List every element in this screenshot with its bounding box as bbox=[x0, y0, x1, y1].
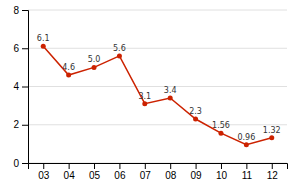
x-tick-label: 12 bbox=[267, 170, 279, 181]
y-tick-mark bbox=[22, 163, 28, 164]
x-axis-line bbox=[29, 164, 288, 170]
x-tick-mark bbox=[94, 163, 95, 169]
x-tick: 12 bbox=[267, 163, 279, 181]
x-tick-mark bbox=[145, 163, 146, 169]
x-tick-label: 10 bbox=[216, 170, 228, 181]
data-label: 6.1 bbox=[37, 34, 50, 43]
x-tick: 10 bbox=[216, 163, 228, 181]
y-tick: 4 bbox=[13, 81, 28, 92]
x-tick: 04 bbox=[64, 163, 76, 181]
x-tick: 07 bbox=[140, 163, 152, 181]
x-tick-label: 08 bbox=[165, 170, 177, 181]
x-axis: 03 04 05 06 07 08 09 10 11 12 bbox=[29, 163, 288, 181]
y-tick-label: 8 bbox=[13, 5, 19, 16]
point bbox=[66, 73, 71, 78]
y-axis-line bbox=[22, 11, 29, 164]
y-tick: 2 bbox=[13, 119, 28, 130]
x-tick-label: 09 bbox=[191, 170, 203, 181]
point bbox=[117, 53, 122, 58]
grid-line bbox=[28, 124, 287, 125]
point bbox=[168, 95, 173, 100]
grid-line bbox=[28, 86, 287, 87]
marks bbox=[41, 44, 275, 147]
data-label: 3.4 bbox=[164, 86, 177, 95]
x-tick: 03 bbox=[38, 163, 50, 181]
x-tick: 08 bbox=[165, 163, 177, 181]
y-tick-label: 0 bbox=[13, 158, 19, 169]
x-tick-label: 03 bbox=[38, 170, 50, 181]
y-tick-label: 6 bbox=[13, 43, 19, 54]
data-label: 3.1 bbox=[138, 92, 151, 101]
x-tick-mark bbox=[170, 163, 171, 169]
line bbox=[43, 46, 272, 144]
plot: 0 2 4 6 8 03 04 05 06 07 08 09 10 11 12 6.1 4.6 5.0 5.6 3.1… bbox=[13, 5, 287, 181]
y-tick-mark bbox=[22, 87, 28, 88]
x-tick-mark bbox=[43, 163, 44, 169]
x-tick-mark bbox=[246, 163, 247, 169]
data-label: 4.6 bbox=[62, 63, 75, 72]
y-tick-mark bbox=[22, 48, 28, 49]
x-tick-label: 04 bbox=[64, 170, 76, 181]
data-label: 1.56 bbox=[212, 121, 230, 130]
x-tick-label: 05 bbox=[89, 170, 101, 181]
grid-line bbox=[28, 10, 287, 11]
point bbox=[244, 142, 249, 147]
grid-line bbox=[28, 48, 287, 49]
x-tick-label: 11 bbox=[242, 170, 253, 181]
x-tick-mark bbox=[196, 163, 197, 169]
x-tick-label: 07 bbox=[140, 170, 152, 181]
data-label: 5.6 bbox=[113, 44, 126, 53]
y-axis: 0 2 4 6 8 bbox=[13, 5, 28, 169]
y-tick: 0 bbox=[13, 158, 28, 169]
data-label: 2.3 bbox=[189, 107, 202, 116]
y-tick: 6 bbox=[13, 43, 28, 54]
y-tick-mark bbox=[22, 10, 28, 11]
x-tick: 11 bbox=[242, 163, 253, 181]
data-labels: 6.1 4.6 5.0 5.6 3.1 3.4 2.3 1.56 0.96 1.32 bbox=[37, 34, 281, 141]
x-tick-mark bbox=[69, 163, 70, 169]
y-tick-label: 2 bbox=[13, 119, 19, 130]
x-tick: 09 bbox=[191, 163, 203, 181]
grid bbox=[28, 10, 287, 163]
point bbox=[142, 101, 147, 106]
data-label: 1.32 bbox=[263, 126, 281, 135]
data-label: 0.96 bbox=[237, 133, 255, 142]
point bbox=[92, 65, 97, 70]
x-tick: 06 bbox=[114, 163, 126, 181]
x-tick: 05 bbox=[89, 163, 101, 181]
x-tick-mark bbox=[272, 163, 273, 169]
x-tick-mark bbox=[221, 163, 222, 169]
point bbox=[41, 44, 46, 49]
point bbox=[269, 135, 274, 140]
chart: 0 2 4 6 8 03 04 05 06 07 08 09 10 11 12 6.1 4.6 5.0 5.6 3.1… bbox=[0, 0, 295, 183]
x-tick-label: 06 bbox=[114, 170, 126, 181]
y-tick-mark bbox=[22, 125, 28, 126]
y-tick: 8 bbox=[13, 5, 28, 16]
point bbox=[218, 131, 223, 136]
point bbox=[193, 117, 198, 122]
x-tick-mark bbox=[119, 163, 120, 169]
y-tick-label: 4 bbox=[13, 81, 19, 92]
data-label: 5.0 bbox=[88, 55, 101, 64]
